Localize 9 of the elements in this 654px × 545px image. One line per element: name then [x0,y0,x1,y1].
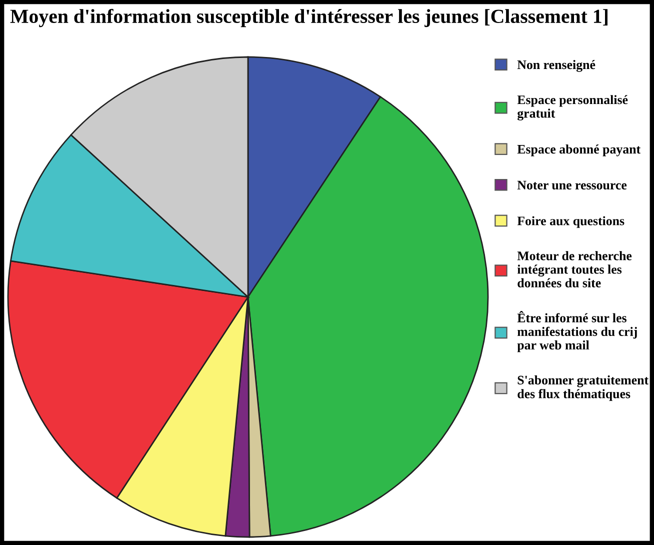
legend-label: Être informé sur les manifestations du crij par web mail [517,311,637,352]
chart-title: Moyen d'information susceptible d'intéresser les jeunes [Classement 1] [10,8,608,28]
legend-label: S'abonner gratuitement des flux thématiques [518,375,649,401]
legend-label: Non renseigné [517,60,596,72]
legend-label: Espace abonné payant [517,144,641,156]
legend-label: Noter une ressource [517,180,627,190]
legend-label: Foire aux questions [517,216,624,228]
legend-label: Espace personnalisé gratuit [517,95,628,120]
legend-label: Moteur de recherche intégrant toutes les données du site [517,251,632,288]
